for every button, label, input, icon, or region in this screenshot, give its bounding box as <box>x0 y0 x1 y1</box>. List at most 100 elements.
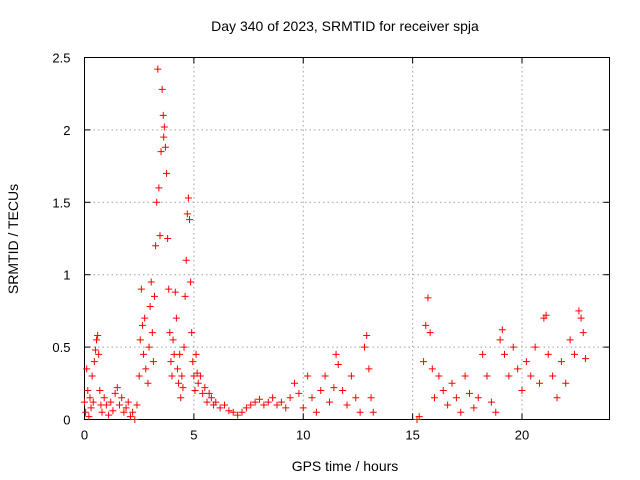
data-point <box>107 398 115 406</box>
data-point <box>317 387 325 395</box>
y-tick-label: 0 <box>63 413 70 428</box>
data-point <box>111 389 119 397</box>
data-point <box>553 394 561 402</box>
data-point <box>173 365 181 373</box>
data-point <box>131 416 139 423</box>
data-point <box>363 332 371 340</box>
data-point <box>116 401 123 409</box>
data-point <box>424 294 432 302</box>
data-point <box>82 408 90 416</box>
data-point <box>193 369 201 377</box>
data-point <box>356 408 364 416</box>
x-axis-label: GPS time / hours <box>292 458 399 474</box>
data-point <box>352 394 360 402</box>
data-point <box>91 346 99 354</box>
data-point <box>332 350 340 358</box>
data-point <box>157 148 165 156</box>
data-point <box>577 314 585 322</box>
data-point <box>160 123 168 131</box>
data-point <box>238 408 246 416</box>
data-point <box>85 413 93 421</box>
data-point <box>527 372 535 380</box>
data-point <box>466 389 473 397</box>
data-point <box>483 372 491 380</box>
data-point <box>87 404 95 412</box>
data-point <box>330 384 338 392</box>
data-point <box>579 329 587 337</box>
data-point <box>164 235 172 242</box>
data-point <box>448 379 456 387</box>
chart-title: Day 340 of 2023, SRMTID for receiver spj… <box>211 18 479 34</box>
data-point <box>168 372 176 380</box>
data-point <box>167 358 175 366</box>
data-point <box>179 384 187 392</box>
data-point <box>165 285 173 293</box>
data-point <box>207 394 215 402</box>
data-point <box>141 314 149 322</box>
data-point <box>282 404 290 412</box>
data-point <box>86 394 94 402</box>
x-tick-label: 10 <box>296 428 310 443</box>
data-point <box>575 307 583 315</box>
data-point <box>84 387 92 395</box>
data-point <box>102 401 110 409</box>
data-point <box>549 372 557 380</box>
y-tick-label: 0.5 <box>52 340 70 355</box>
data-point <box>152 242 160 250</box>
data-point <box>544 350 552 358</box>
data-point <box>470 404 478 412</box>
data-point <box>201 384 209 392</box>
data-point <box>514 365 522 373</box>
data-point <box>216 404 224 412</box>
y-tick-label: 1.5 <box>52 195 70 210</box>
data-point <box>277 398 285 406</box>
data-point <box>148 329 156 337</box>
data-point <box>205 389 213 397</box>
plot-frame <box>84 57 610 420</box>
data-point <box>146 303 154 311</box>
data-point <box>369 408 377 416</box>
data-point <box>166 329 174 337</box>
data-point <box>161 143 169 151</box>
data-point <box>286 394 294 402</box>
x-tick-label: 5 <box>190 428 197 443</box>
data-point <box>183 210 191 218</box>
data-point <box>501 350 508 358</box>
data-point <box>461 372 469 380</box>
data-point <box>94 332 102 340</box>
data-point <box>557 358 565 366</box>
data-point <box>124 398 132 406</box>
data-point <box>93 336 101 344</box>
data-point <box>95 350 103 358</box>
x-tick-label: 15 <box>405 428 419 443</box>
data-point <box>426 329 434 337</box>
data-point <box>171 288 179 296</box>
data-point <box>98 408 106 416</box>
data-point <box>151 292 158 300</box>
data-point <box>492 408 500 416</box>
data-point <box>444 401 452 409</box>
data-point <box>136 336 144 344</box>
data-point <box>367 394 375 402</box>
data-point <box>365 365 373 373</box>
data-point <box>339 387 347 395</box>
data-point <box>163 169 171 177</box>
data-point <box>420 358 428 366</box>
data-point <box>190 372 198 380</box>
data-point <box>229 408 237 416</box>
data-point <box>308 394 316 402</box>
data-point <box>120 408 128 416</box>
data-point <box>251 398 259 406</box>
data-point <box>105 411 113 419</box>
data-point <box>188 329 196 337</box>
data-point <box>172 314 180 322</box>
data-point <box>81 398 88 406</box>
data-point <box>176 350 184 358</box>
data-point <box>89 398 97 406</box>
data-point <box>457 408 465 416</box>
tick-labels: 0 5 10 15 20 0 0.5 1 1.5 2 2.5 <box>52 51 529 443</box>
data-point <box>326 398 333 406</box>
grid <box>84 57 610 420</box>
data-point <box>234 411 242 419</box>
